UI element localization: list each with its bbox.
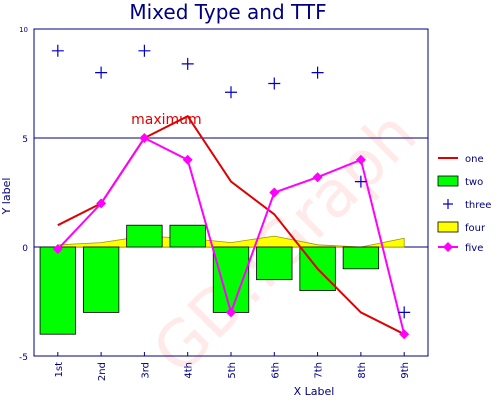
point-five bbox=[312, 172, 323, 183]
point-three bbox=[138, 44, 151, 57]
legend-swatch-diamond bbox=[443, 242, 453, 252]
point-three bbox=[95, 66, 108, 79]
x-tick-label: 3rd bbox=[140, 362, 151, 379]
x-tick-label: 7th bbox=[314, 362, 325, 379]
x-tick-label: 4th bbox=[184, 362, 195, 379]
x-tick-label: 9th bbox=[400, 362, 411, 379]
point-three bbox=[51, 44, 64, 57]
y-tick-label: 5 bbox=[22, 135, 28, 145]
point-five bbox=[139, 133, 150, 143]
bar-two bbox=[39, 246, 76, 335]
legend-label-four: four bbox=[465, 223, 486, 234]
legend-swatch-box bbox=[437, 175, 459, 187]
chart-title: Mixed Type and TTF bbox=[129, 0, 326, 24]
x-tick-label: 1st bbox=[54, 362, 65, 378]
point-three bbox=[225, 86, 237, 99]
legend-label-two: two bbox=[465, 177, 483, 188]
point-five bbox=[182, 154, 193, 165]
bar-two bbox=[256, 246, 293, 281]
y-axis-label: Y label bbox=[0, 178, 13, 216]
point-three bbox=[311, 66, 324, 79]
point-five bbox=[226, 307, 236, 318]
x-tick-label: 6th bbox=[270, 362, 281, 379]
x-tick-label: 8th bbox=[357, 362, 368, 379]
point-three bbox=[268, 77, 281, 90]
annotation-label: maximum bbox=[131, 112, 202, 128]
point-five bbox=[355, 154, 366, 165]
area-four bbox=[57, 235, 405, 248]
point-five bbox=[399, 329, 410, 340]
bar-two bbox=[126, 224, 163, 248]
legend-swatch-box bbox=[437, 221, 459, 233]
point-three bbox=[354, 175, 367, 188]
point-five bbox=[96, 198, 107, 209]
point-three bbox=[181, 57, 194, 70]
legend-label-three: three bbox=[465, 200, 491, 211]
y-tick-label: -5 bbox=[19, 353, 28, 363]
bar-two bbox=[82, 246, 120, 313]
bar-two bbox=[169, 224, 206, 248]
point-three bbox=[398, 306, 411, 319]
x-tick-label: 2nd bbox=[97, 362, 108, 381]
bar-two bbox=[342, 246, 380, 270]
legend-label-one: one bbox=[465, 154, 484, 165]
x-axis-label: X Label bbox=[294, 385, 335, 398]
x-tick-label: 5th bbox=[227, 362, 238, 379]
point-five bbox=[269, 187, 280, 198]
y-tick-label: 10 bbox=[19, 26, 28, 34]
legend-swatch-plus bbox=[443, 199, 453, 209]
point-five bbox=[52, 244, 63, 255]
legend-label-five: five bbox=[465, 243, 483, 254]
y-tick-label: 0 bbox=[22, 244, 28, 254]
